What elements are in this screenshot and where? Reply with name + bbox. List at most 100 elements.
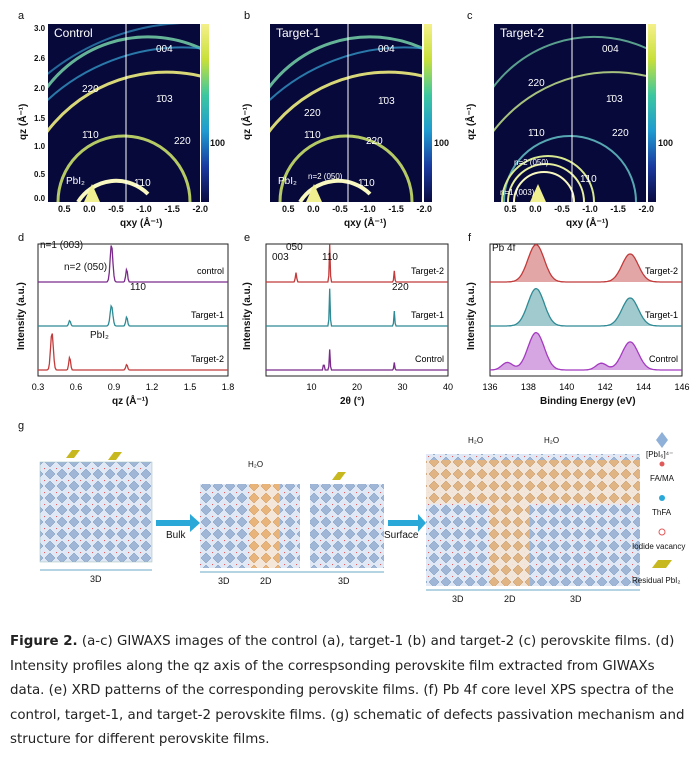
xtick: -1.5 [388, 204, 404, 214]
ytick: 3.0 [34, 24, 46, 33]
x-tick-label: 30 [397, 382, 407, 392]
colorbar-c [648, 24, 656, 202]
xtick: -1.5 [164, 204, 180, 214]
peak-label-110b: 1̄10 [134, 178, 151, 189]
peak-label-110b: 1̄10 [580, 174, 597, 185]
xtick: -1.5 [610, 204, 626, 214]
ytick: 2.0 [34, 84, 46, 93]
series-label: Target-1 [645, 310, 678, 320]
ytick: 1.5 [34, 114, 46, 123]
chart-e: 10 20 30 40 Target-2 Target-1 Control [256, 238, 456, 403]
n2-label: n=2 (050) [514, 158, 549, 167]
panel-title-a: Control [54, 26, 93, 40]
bulk-label: Bulk [166, 530, 186, 541]
giwaxs-ylabel-b: qz (Å⁻¹) [242, 103, 253, 140]
x-tick-label: 1.5 [184, 382, 197, 392]
x-tick-label: 144 [636, 382, 651, 392]
xtick: -1.0 [136, 204, 152, 214]
label-3d: 3D [218, 576, 230, 586]
xlabel-d: qz (Å⁻¹) [112, 396, 149, 407]
peak-label-220b: 220 [612, 128, 629, 139]
colorbar-b [424, 24, 432, 202]
panel-letter-b: b [244, 10, 251, 22]
label-220: 220 [392, 282, 409, 293]
series-label: Control [649, 354, 678, 364]
peak-label-220: 220 [82, 84, 99, 95]
peak-label-103: 1̄03 [156, 94, 173, 105]
peak-label-220b: 220 [366, 136, 383, 147]
label-2d: 2D [504, 594, 516, 604]
peak-label-004: 004 [378, 44, 395, 55]
legend-residual: Residual PbI₂ [632, 576, 681, 585]
giwaxs-plot-b: Target-1 004 220 1̄03 1̄10 220 1̄10 PbI₂… [270, 24, 422, 202]
ylabel-f: Intensity (a.u.) [466, 282, 477, 350]
label-3d: 3D [338, 576, 350, 586]
xtick: -0.5 [108, 204, 124, 214]
xtick: -2.0 [192, 204, 208, 214]
legend-fama: FA/MA [650, 474, 675, 483]
xtick: -0.5 [554, 204, 570, 214]
label-3d: 3D [90, 574, 102, 584]
giwaxs-xticks-b: 0.5 0.0 -0.5 -1.0 -1.5 -2.0 [282, 204, 432, 214]
x-tick-label: 10 [306, 382, 316, 392]
giwaxs-rings-c [494, 24, 646, 202]
giwaxs-ylabel-c: qz (Å⁻¹) [466, 103, 477, 140]
x-tick-label: 1.2 [146, 382, 159, 392]
xtick: 0.0 [529, 204, 542, 214]
plot-frame [265, 243, 449, 377]
label-003: 003 [272, 252, 289, 263]
ylabel-e: Intensity (a.u.) [242, 282, 253, 350]
xtick: 0.5 [282, 204, 295, 214]
pbi2-label: PbI₂ [278, 176, 297, 187]
ytick: 2.6 [34, 54, 46, 63]
giwaxs-xlabel-a: qxy (Å⁻¹) [120, 218, 163, 229]
colorbar-label-a: 100 [210, 138, 226, 148]
xtick: 0.0 [307, 204, 320, 214]
giwaxs-rings-b [270, 24, 422, 202]
series-line-target-1 [38, 304, 228, 327]
chart-f: 136 138 140 142 144 146 Target-2 Target-1 Contro… [480, 238, 690, 403]
series-line-target-2 [266, 244, 448, 283]
x-tick-label: 20 [352, 382, 362, 392]
peak-label-110: 1̄10 [82, 130, 99, 141]
peak-label-110: 1̄10 [304, 130, 321, 141]
peak-label-110: 1̄10 [528, 128, 545, 139]
giwaxs-ylabel-a: qz (Å⁻¹) [18, 103, 29, 140]
label-pbi2: PbI₂ [90, 330, 109, 341]
peak-label-110b: 1̄10 [358, 178, 375, 189]
giwaxs-xlabel-c: qxy (Å⁻¹) [566, 218, 609, 229]
h2o-label: H₂O [468, 436, 484, 445]
x-tick-label: 1.8 [222, 382, 235, 392]
x-tick-label: 146 [674, 382, 689, 392]
panel-title-b: Target-1 [276, 26, 321, 40]
legend-thfa: ThFA [652, 508, 672, 517]
series-line-control [266, 349, 448, 371]
surface-label: Surface [384, 530, 419, 541]
x-tick-label: 140 [559, 382, 574, 392]
peak-label-004: 004 [156, 44, 173, 55]
n2-label: n=2 (050) [308, 172, 343, 181]
xtick: -0.5 [332, 204, 348, 214]
series-line-target-1 [490, 287, 682, 327]
plot-frame [489, 243, 683, 377]
xtick: -1.0 [360, 204, 376, 214]
label-3d: 3D [570, 594, 582, 604]
series-line-control [38, 245, 228, 283]
series-label: Target-1 [191, 310, 224, 320]
panel-letter-d: d [18, 232, 25, 244]
giwaxs-yticks-a: 3.0 2.6 2.0 1.5 1.0 0.5 0.0 [34, 24, 46, 204]
ytick: 0.0 [34, 194, 46, 203]
n1-label: n=1 (003) [500, 188, 535, 197]
series-line-target-1 [266, 288, 448, 327]
peak-label-220b: 220 [174, 136, 191, 147]
panel-letter-e: e [244, 232, 251, 244]
series-label: control [197, 266, 224, 276]
figure-caption: Figure 2. (a-c) GIWAXS images of the con… [10, 630, 690, 753]
panel-letter-g: g [18, 420, 25, 432]
label-n2: n=2 (050) [64, 262, 108, 273]
xlabel-e: 2θ (°) [340, 396, 365, 407]
pbi2-label: PbI₂ [66, 176, 85, 187]
series-label: Control [415, 354, 444, 364]
legend-vacancy: Iodide vacancy [632, 542, 686, 551]
ylabel-d: Intensity (a.u.) [16, 282, 27, 350]
